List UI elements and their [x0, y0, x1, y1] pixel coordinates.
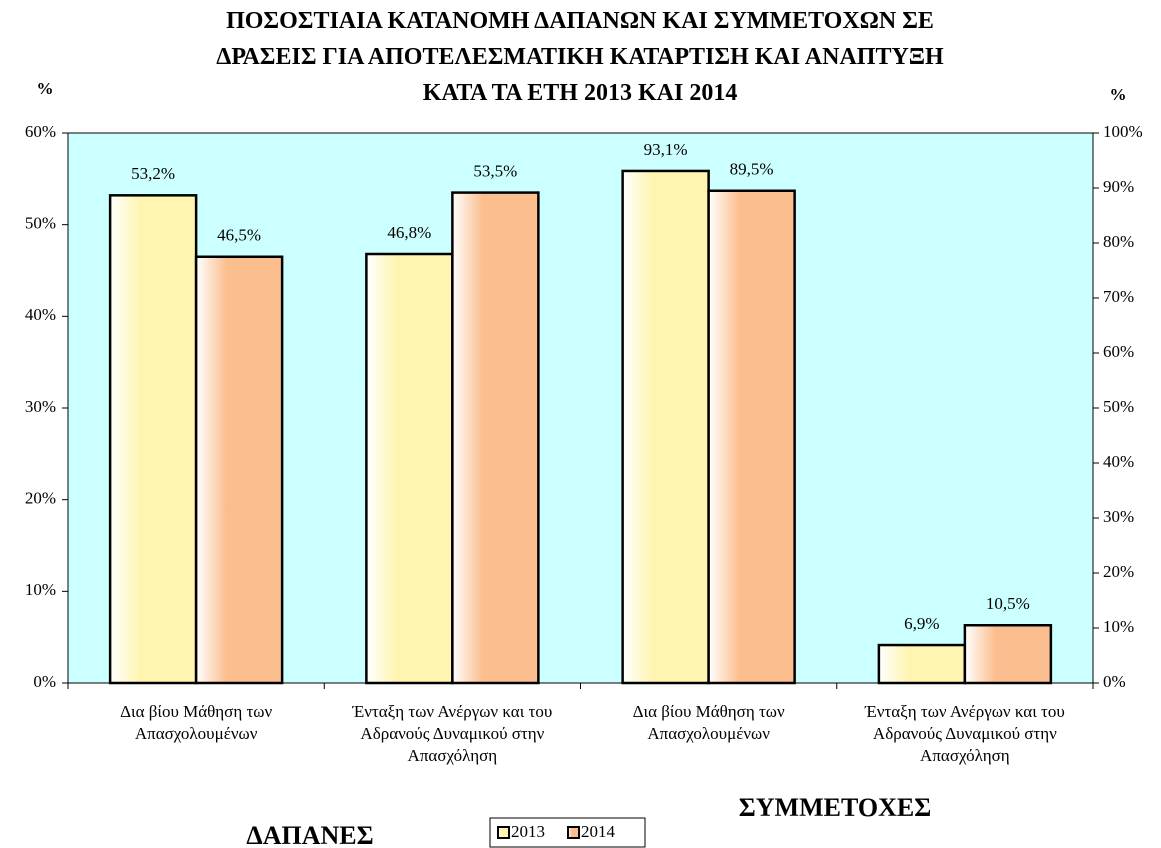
legend-swatch	[567, 826, 580, 839]
x-tick-label: Δια βίου Μάθηση των Απασχολουμένων	[633, 702, 785, 743]
bar	[108, 194, 198, 685]
y-tick-label: 40%	[25, 305, 56, 324]
y2-tick-label: 70%	[1103, 287, 1134, 306]
legend-swatch	[497, 826, 510, 839]
group-label: ΣΥΜΜΕΤΟΧΕΣ	[739, 793, 931, 822]
data-label: 89,5%	[730, 160, 774, 179]
bar	[621, 169, 710, 685]
y2-tick-label: 80%	[1103, 232, 1134, 251]
bar	[707, 189, 796, 685]
data-label: 53,5%	[473, 161, 517, 180]
data-label: 10,5%	[986, 594, 1030, 613]
data-label: 6,9%	[904, 614, 939, 633]
group-label: ΔΑΠΑΝΕΣ	[246, 821, 373, 848]
y-tick-label: 0%	[33, 672, 56, 691]
y-tick-label: 50%	[25, 214, 56, 233]
y-axis-label: %	[37, 79, 54, 98]
data-label: 93,1%	[644, 140, 688, 159]
bar	[194, 255, 284, 685]
data-label: 53,2%	[131, 164, 175, 183]
x-tick-label: Ένταξη των Ανέργων και του Αδρανούς Δυναμ…	[351, 702, 552, 765]
y2-axis-label: %	[1110, 85, 1127, 104]
legend-label: 2013	[511, 822, 545, 841]
y2-tick-label: 20%	[1103, 562, 1134, 581]
y2-tick-label: 0%	[1103, 672, 1126, 691]
bar	[963, 624, 1053, 685]
y2-tick-label: 50%	[1103, 397, 1134, 416]
bar	[451, 191, 540, 685]
y-tick-label: 10%	[25, 580, 56, 599]
y2-tick-label: 100%	[1103, 122, 1143, 141]
data-label: 46,8%	[387, 223, 431, 242]
y-tick-label: 30%	[25, 397, 56, 416]
legend-label: 2014	[581, 822, 616, 841]
y2-tick-label: 30%	[1103, 507, 1134, 526]
y2-tick-label: 90%	[1103, 177, 1134, 196]
bar	[877, 643, 967, 685]
y2-tick-label: 60%	[1103, 342, 1134, 361]
data-label: 46,5%	[217, 226, 261, 245]
y-tick-label: 20%	[25, 489, 56, 508]
chart-title: ΠΟΣΟΣΤΙΑΙΑ ΚΑΤΑΝΟΜΗ ΔΑΠΑΝΩΝ ΚΑΙ ΣΥΜΜΕΤΟΧ…	[216, 8, 944, 106]
y2-tick-label: 10%	[1103, 617, 1134, 636]
x-tick-label: Δια βίου Μάθηση των Απασχολουμένων	[120, 702, 272, 743]
x-tick-label: Ένταξη των Ανέργων και του Αδρανούς Δυναμ…	[864, 702, 1065, 765]
y2-tick-label: 40%	[1103, 452, 1134, 471]
y-tick-label: 60%	[25, 122, 56, 141]
bar	[365, 252, 454, 685]
